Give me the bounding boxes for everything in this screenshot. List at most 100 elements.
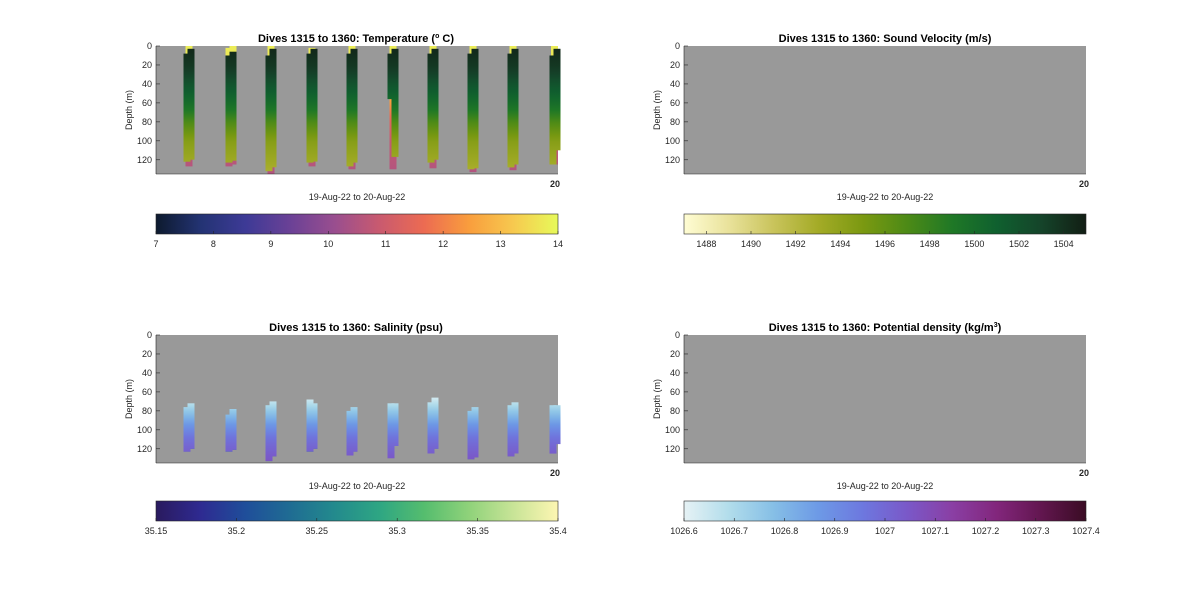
colorbar-tick-label: 10 xyxy=(323,239,333,249)
colorbar-tick-label: 35.15 xyxy=(145,526,168,536)
colorbar-tick-label: 35.25 xyxy=(306,526,329,536)
dive-profile-bar xyxy=(265,405,273,462)
x-axis-label: 19-Aug-22 to 20-Aug-22 xyxy=(309,192,406,202)
colorbar-tick-label: 1502 xyxy=(1009,239,1029,249)
y-axis: 0 20 40 60 80 100 120 xyxy=(665,41,1086,175)
dive-profile-bar xyxy=(549,405,557,454)
colorbar-tick-label: 1500 xyxy=(964,239,984,249)
panel-potential-density: Dives 1315 to 1360: Potential density (k… xyxy=(183,322,1100,536)
dive-profile-bar xyxy=(471,407,479,458)
y-tick-label: 80 xyxy=(142,406,152,416)
y-tick-label: 60 xyxy=(142,387,152,397)
colorbar-tick-label: 11 xyxy=(381,239,390,249)
colorbar-tick-label: 9 xyxy=(268,239,273,249)
dive-profile-bar xyxy=(387,403,395,459)
dive-profile-bar xyxy=(427,53,435,163)
y-tick-label: 20 xyxy=(142,349,152,359)
colorbar-ticks: 35.15 35.2 35.25 35.3 35.35 35.4 xyxy=(145,518,567,536)
y-tick-label: 0 xyxy=(675,41,680,51)
colorbar-tick-label: 35.3 xyxy=(388,526,406,536)
y-tick-label: 20 xyxy=(670,60,680,70)
x-tick-label: 20 xyxy=(1079,179,1089,189)
dive-profile-bar xyxy=(225,55,233,163)
y-tick-label: 40 xyxy=(142,368,152,378)
dive-profile-bar xyxy=(553,48,561,151)
dive-profile-bar xyxy=(553,405,561,445)
colorbar-tick-label: 1027.1 xyxy=(921,526,949,536)
colorbar-tick-label: 1027.3 xyxy=(1022,526,1050,536)
colorbar-tick-label: 1026.8 xyxy=(771,526,799,536)
dive-profile-bar xyxy=(467,53,475,170)
x-axis-label: 19-Aug-22 to 20-Aug-22 xyxy=(309,481,406,491)
y-tick-label: 40 xyxy=(670,368,680,378)
colorbar-tick-label: 1026.9 xyxy=(821,526,849,536)
y-tick-label: 60 xyxy=(670,98,680,108)
colorbar-tick-label: 35.4 xyxy=(549,526,567,536)
y-tick-label: 100 xyxy=(665,136,680,146)
dive-profile-bar xyxy=(391,403,399,446)
dive-profile-bar xyxy=(549,55,557,165)
colorbar-tick-label: 1494 xyxy=(830,239,850,249)
y-tick-label: 120 xyxy=(137,155,152,165)
dive-profile-bar xyxy=(427,402,435,454)
colorbar-ticks: 1026.6 1026.7 1026.8 1026.9 1027 1027.1 1027.2… xyxy=(670,518,1100,536)
plot-area xyxy=(684,46,1086,174)
panel-sound-velocity: Dives 1315 to 1360: Sound Velocity (m/s)… xyxy=(183,33,1089,249)
y-tick-label: 80 xyxy=(670,117,680,127)
y-tick-label: 60 xyxy=(142,98,152,108)
colorbar-tick-label: 1026.7 xyxy=(720,526,748,536)
colorbar-tick-label: 1026.6 xyxy=(670,526,698,536)
chart-title: Dives 1315 to 1360: Potential density (k… xyxy=(769,322,1002,334)
colorbar-tick-label: 8 xyxy=(211,239,216,249)
dive-profile-bar xyxy=(350,407,358,452)
plot-area xyxy=(684,335,1086,463)
colorbar-tick-label: 13 xyxy=(496,239,506,249)
dive-profile-bar xyxy=(310,403,318,449)
dive-profile-bar xyxy=(467,410,475,460)
y-axis-label: Depth (m) xyxy=(124,379,134,419)
dive-profile-bar xyxy=(229,51,237,161)
colorbar-tick-label: 1492 xyxy=(786,239,806,249)
x-tick-label: 20 xyxy=(1079,468,1089,478)
dive-profile-bar xyxy=(511,402,519,454)
dive-profile-bar xyxy=(511,48,519,165)
colorbar-ticks: 7 8 9 10 11 12 13 14 xyxy=(153,231,563,249)
dive-profile-bar xyxy=(350,48,358,163)
dive-profile-bar xyxy=(187,48,195,160)
y-tick-label: 20 xyxy=(142,60,152,70)
x-tick-label: 20 xyxy=(550,468,560,478)
x-tick-label: 20 xyxy=(550,179,560,189)
x-axis-label: 19-Aug-22 to 20-Aug-22 xyxy=(837,481,934,491)
dive-profile-bar xyxy=(387,53,395,100)
y-tick-label: 120 xyxy=(665,444,680,454)
colorbar xyxy=(155,500,559,522)
dive-profile-bar xyxy=(229,409,237,450)
dive-profile-bar xyxy=(269,48,277,168)
y-tick-label: 0 xyxy=(147,41,152,51)
dive-profile-bar xyxy=(507,53,515,168)
dive-profile-bar xyxy=(269,401,277,457)
dive-profile-bar xyxy=(183,407,191,452)
dive-profile-bar xyxy=(471,48,479,169)
dive-profiles xyxy=(183,48,561,172)
colorbar-tick-label: 1027 xyxy=(875,526,895,536)
y-tick-label: 20 xyxy=(670,349,680,359)
dive-profile-bar xyxy=(306,53,314,163)
colorbar-tick-label: 1027.2 xyxy=(972,526,1000,536)
dive-profile-bar xyxy=(187,403,195,449)
colorbar-tick-label: 7 xyxy=(153,239,158,249)
y-axis: 0 20 40 60 80 100 120 xyxy=(665,330,1086,464)
dive-profile-bar xyxy=(431,397,439,449)
colorbar-tick-label: 1496 xyxy=(875,239,895,249)
chart-title: Dives 1315 to 1360: Temperature (o C) xyxy=(258,33,454,45)
y-axis-label: Depth (m) xyxy=(124,90,134,130)
y-tick-label: 120 xyxy=(137,444,152,454)
dive-profile-bar xyxy=(306,399,314,452)
y-tick-label: 0 xyxy=(147,330,152,340)
colorbar-tick-label: 1490 xyxy=(741,239,761,249)
y-tick-label: 60 xyxy=(670,387,680,397)
y-tick-label: 100 xyxy=(137,425,152,435)
chart-title: Dives 1315 to 1360: Sound Velocity (m/s) xyxy=(779,33,992,45)
colorbar-ticks: 1488 1490 1492 1494 1496 1498 1500 1502 1504 xyxy=(696,231,1074,249)
x-axis-label: 19-Aug-22 to 20-Aug-22 xyxy=(837,192,934,202)
